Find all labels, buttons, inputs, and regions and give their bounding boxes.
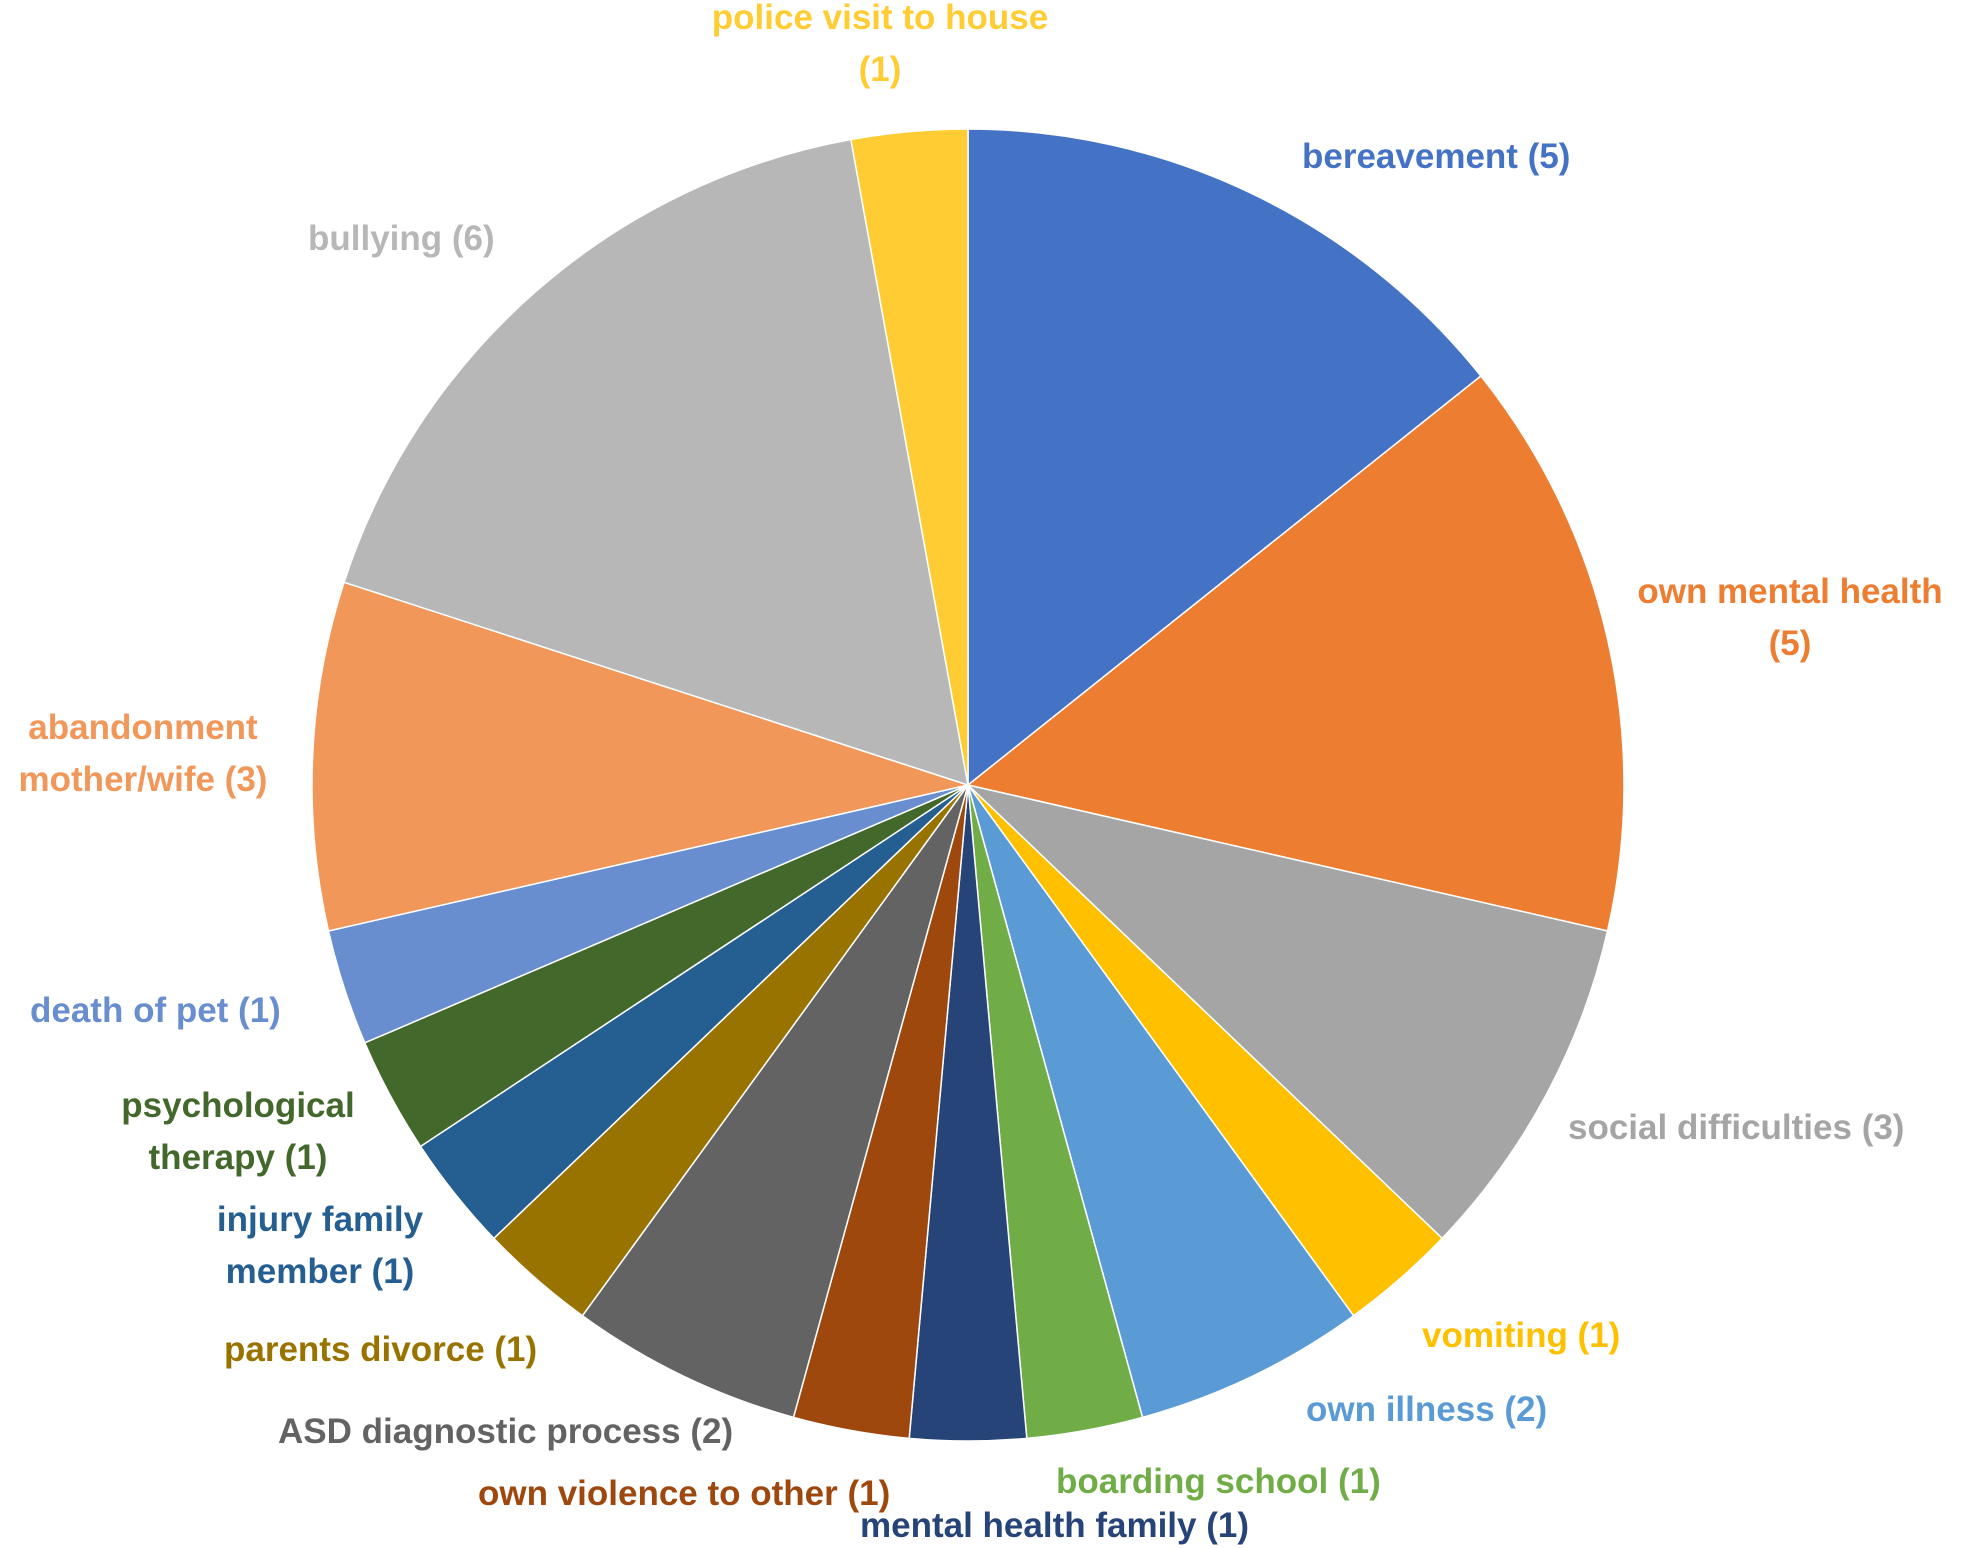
pie-slice-abandonment-mother-wife (311, 581, 971, 932)
slice-label-own-violence-to-other: own violence to other (1) (478, 1474, 891, 1513)
slice-label-social-difficulties: social difficulties (3) (1568, 1108, 1905, 1147)
slice-label-own-illness: own illness (2) (1306, 1390, 1548, 1429)
pie-slice-social-difficulties (965, 783, 1609, 1240)
slice-label-own-mental-health: own mental health (5) (1637, 572, 1943, 663)
slice-label-injury-family-member: injury family member (1) (216, 1200, 424, 1291)
pie-slice-own-mental-health (966, 374, 1625, 932)
slice-label-parents-divorce: parents divorce (1) (224, 1330, 538, 1369)
slice-label-bullying: bullying (6) (308, 219, 495, 258)
slice-label-boarding-school: boarding school (1) (1056, 1462, 1381, 1501)
slice-label-abandonment-mother-wife: abandonment mother/wife (3) (18, 708, 268, 799)
pie-slice-asd-diagnostic-process (581, 784, 969, 1419)
slice-label-vomiting: vomiting (1) (1422, 1316, 1621, 1355)
slice-label-psychological-therapy: psychological therapy (1) (121, 1086, 355, 1177)
pie-slice-bullying (343, 138, 969, 787)
slice-label-bereavement: bereavement (5) (1302, 137, 1571, 176)
slice-label-death-of-pet: death of pet (1) (30, 991, 281, 1030)
slice-label-mental-health-family: mental health family (1) (860, 1506, 1249, 1545)
slice-label-asd-diagnostic-process: ASD diagnostic process (2) (278, 1412, 734, 1451)
pie-slice-bereavement (967, 128, 1482, 787)
pie-slice-own-illness (967, 784, 1355, 1419)
slice-label-police-visit-to-house: police visit to house (1) (711, 0, 1049, 89)
pie-slice-police-visit-to-house (849, 128, 969, 786)
